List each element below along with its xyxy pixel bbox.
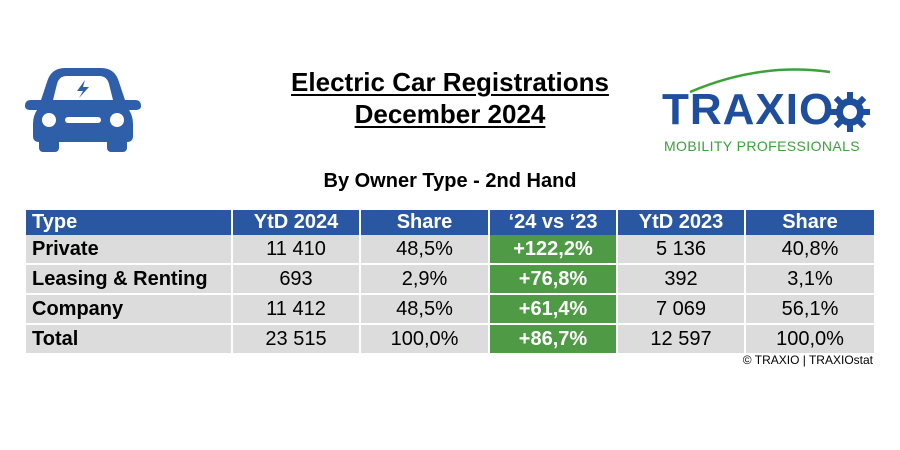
page-title: Electric Car Registrations December 2024 (250, 66, 650, 130)
table-header-row: Type YtD 2024 Share ‘24 vs ‘23 YtD 2023 … (26, 210, 874, 235)
cell-type: Private (26, 235, 233, 265)
cell-change: +76,8% (489, 264, 618, 295)
cell-share-2024: 48,5% (360, 235, 490, 265)
cell-ytd-2023: 7 069 (617, 294, 746, 325)
cell-ytd-2024: 11 410 (232, 235, 361, 265)
logo-wordmark: TRAXIO (662, 85, 835, 134)
section-subtitle: By Owner Type - 2nd Hand (323, 170, 577, 192)
gear-icon (830, 92, 870, 132)
table-row: Leasing & Renting 693 2,9% +76,8% 392 3,… (26, 264, 874, 295)
header-share-2024: Share (360, 210, 490, 235)
cell-ytd-2023: 12 597 (617, 324, 746, 355)
cell-share-2023: 100,0% (745, 324, 874, 355)
logo-swoosh-icon (689, 68, 831, 94)
cell-ytd-2024: 693 (232, 264, 361, 295)
cell-share-2024: 2,9% (360, 264, 490, 295)
cell-share-2023: 40,8% (745, 235, 874, 265)
table-total-row: Total 23 515 100,0% +86,7% 12 597 100,0% (26, 324, 874, 355)
cell-type: Total (26, 324, 233, 355)
copyright-note: © TRAXIO | TRAXIOstat (742, 353, 873, 367)
header-ytd-2023: YtD 2023 (617, 210, 746, 235)
cell-change: +61,4% (489, 294, 618, 325)
header-ytd-2024: YtD 2024 (232, 210, 361, 235)
header-change: ‘24 vs ‘23 (489, 210, 618, 235)
cell-share-2024: 48,5% (360, 294, 490, 325)
registrations-table: Type YtD 2024 Share ‘24 vs ‘23 YtD 2023 … (26, 210, 874, 355)
header-type: Type (26, 210, 233, 235)
cell-ytd-2024: 23 515 (232, 324, 361, 355)
header-share-2023: Share (745, 210, 874, 235)
title-line-1: Electric Car Registrations (291, 67, 609, 97)
electric-car-icon (25, 68, 141, 152)
logo-tagline: MOBILITY PROFESSIONALS (664, 138, 861, 154)
title-line-2: December 2024 (354, 99, 546, 129)
cell-type: Company (26, 294, 233, 325)
cell-share-2023: 56,1% (745, 294, 874, 325)
traxio-logo: TRAXIO MOBILITY PROFESSIONALS (660, 62, 875, 158)
cell-share-2024: 100,0% (360, 324, 490, 355)
cell-ytd-2023: 5 136 (617, 235, 746, 265)
cell-change: +122,2% (489, 235, 618, 265)
table-row: Company 11 412 48,5% +61,4% 7 069 56,1% (26, 294, 874, 325)
cell-share-2023: 3,1% (745, 264, 874, 295)
cell-type: Leasing & Renting (26, 264, 233, 295)
cell-change: +86,7% (489, 324, 618, 355)
cell-ytd-2023: 392 (617, 264, 746, 295)
cell-ytd-2024: 11 412 (232, 294, 361, 325)
table-row: Private 11 410 48,5% +122,2% 5 136 40,8% (26, 235, 874, 265)
